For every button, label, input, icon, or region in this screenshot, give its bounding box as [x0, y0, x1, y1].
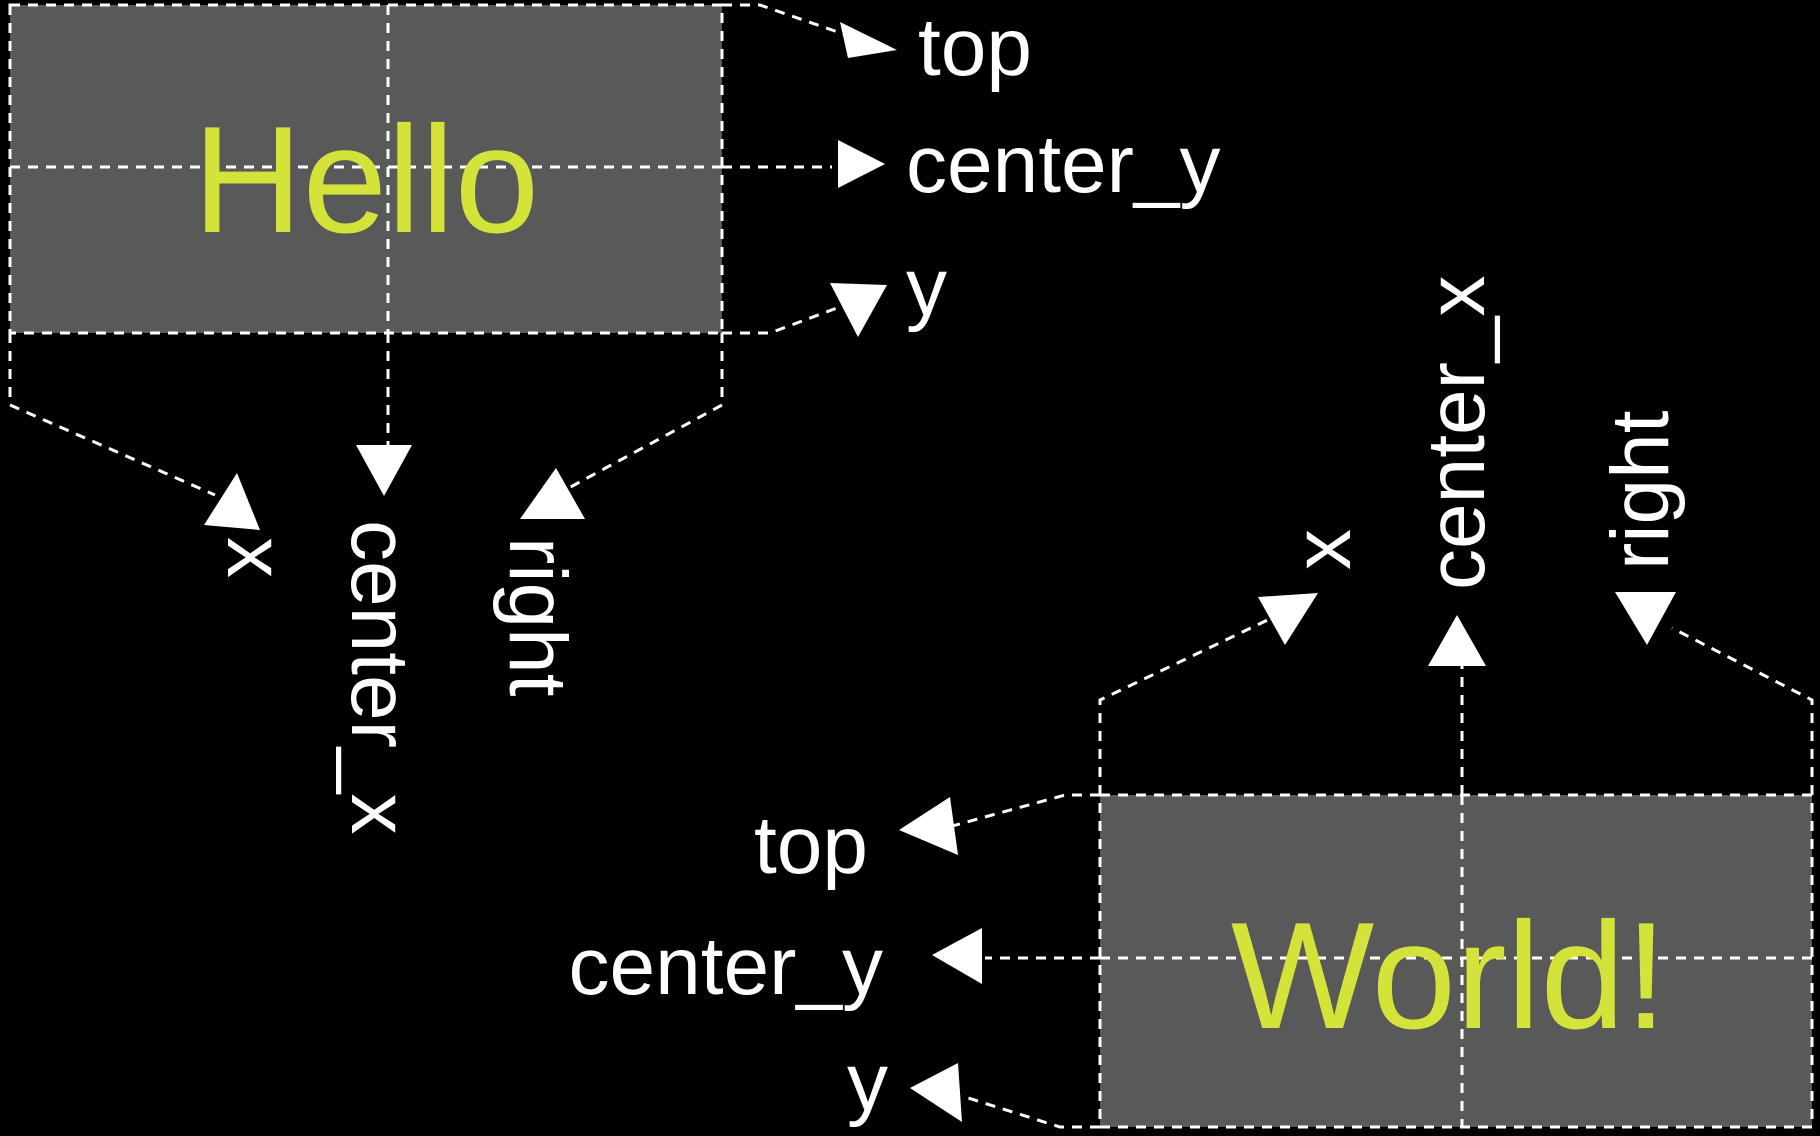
arrow-x — [204, 473, 260, 530]
world-label-center-y: center_y — [568, 921, 883, 1012]
world-label-x: x — [1277, 529, 1368, 570]
world-label-top: top — [754, 800, 868, 891]
world-label-right: right — [1595, 410, 1686, 570]
world-arrowheads — [899, 592, 1676, 1122]
hello-label-top: top — [918, 2, 1032, 93]
world-arrow-right — [1615, 592, 1676, 645]
world-word: World! — [1231, 891, 1667, 1061]
arrow-top — [840, 22, 897, 58]
world-label-center-x: center_x — [1411, 275, 1502, 590]
world-arrow-center-x — [1428, 615, 1486, 666]
hello-box — [10, 5, 722, 333]
world-label-y: y — [847, 1037, 888, 1128]
hello-guides — [8, 3, 724, 335]
arrow-right — [520, 468, 585, 519]
hello-label-right: right — [492, 537, 583, 697]
world-arrow-top — [899, 797, 958, 855]
hello-label-x: x — [210, 537, 301, 578]
hello-label-y: y — [906, 242, 947, 333]
arrow-center-y — [838, 140, 885, 188]
hello-label-center-x: center_x — [334, 520, 425, 835]
world-arrow-center-y — [932, 928, 982, 984]
world-arrow-x — [1258, 593, 1318, 645]
arrow-y — [830, 283, 887, 337]
world-connectors — [944, 613, 1814, 1129]
hello-connectors — [8, 3, 856, 497]
world-arrow-y — [910, 1063, 962, 1122]
arrow-center-x — [356, 445, 412, 496]
hello-arrowheads — [204, 22, 897, 530]
hello-labels: top center_y y x center_x right — [210, 2, 1221, 835]
hello-group: Hello top center_y y x center_x right — [8, 2, 1221, 835]
hello-label-center-y: center_y — [906, 119, 1221, 210]
world-labels: top center_y y x center_x right — [568, 275, 1686, 1128]
world-box — [1100, 795, 1812, 1127]
world-guides — [1098, 793, 1814, 1129]
world-group: World! top center_y y x center_x righ — [568, 275, 1814, 1129]
hello-word: Hello — [193, 95, 539, 265]
